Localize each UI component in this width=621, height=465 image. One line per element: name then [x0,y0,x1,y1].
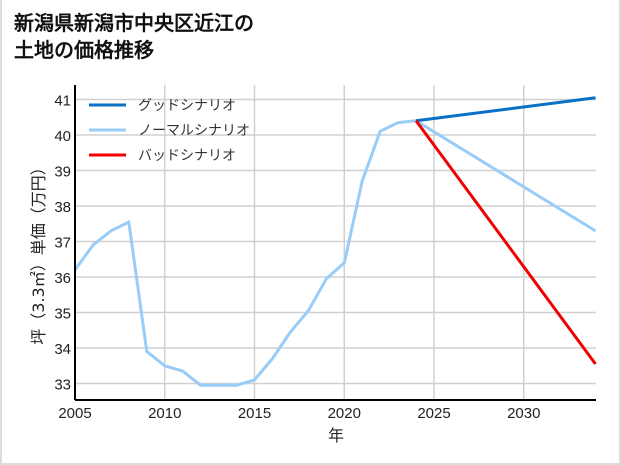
tick-labels: 2005 2010 2015 2020 2025 2030 33 34 35 36 37 38 39 40… [54,93,540,423]
x-tick-label: 2025 [417,405,450,422]
y-tick-label: 36 [54,270,71,287]
y-tick-label: 35 [54,306,71,323]
y-tick-label: 39 [54,164,71,181]
x-tick-label: 2020 [328,405,361,422]
x-axis-label: 年 [328,426,344,445]
series-line [73,119,597,387]
series-line [414,119,597,365]
y-tick-label: 33 [54,377,71,394]
y-tick-label: 34 [54,341,71,358]
chart-title: 新潟県新潟市中央区近江の 土地の価格推移 [14,10,254,64]
axes [74,85,596,401]
legend-label: グッドシナリオ [138,98,236,114]
legend-label: ノーマルシナリオ [138,123,250,139]
x-tick-label: 2010 [148,405,181,422]
y-axis-label: 坪（3.3㎡）単価（万円） [29,159,48,344]
series-lines [73,96,597,387]
x-tick-label: 2030 [507,405,540,422]
y-tick-label: 40 [54,128,71,145]
legend-label: バッドシナリオ [138,148,236,164]
y-tick-label: 37 [54,235,71,252]
grid-lines [74,85,596,400]
series-line [415,96,596,123]
title-line-1: 新潟県新潟市中央区近江の [14,11,254,35]
title-line-2: 土地の価格推移 [14,38,154,62]
x-tick-label: 2015 [238,405,271,422]
y-tick-label: 41 [54,93,71,110]
x-tick-label: 2005 [58,405,91,422]
y-tick-label: 38 [54,199,71,216]
